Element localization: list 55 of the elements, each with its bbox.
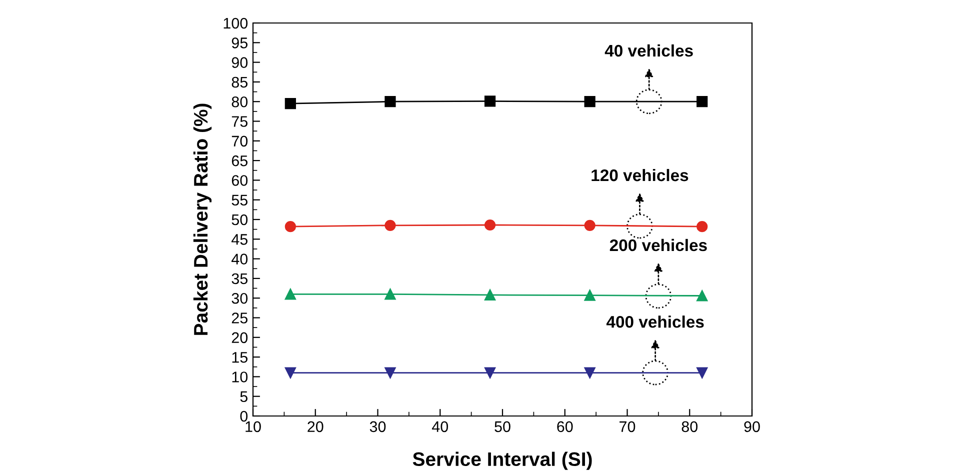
point (384, 288, 396, 300)
x-tick-label: 30 (370, 421, 386, 432)
point (484, 367, 496, 378)
x-axis-title: Service Interval (SI) (412, 452, 592, 470)
y-tick-label: 45 (232, 234, 248, 245)
y-tick-label: 85 (232, 76, 248, 88)
point (584, 290, 596, 301)
x-tick-label: 20 (308, 421, 324, 432)
x-tick-label: 80 (682, 421, 698, 432)
y-tick-label: 90 (232, 57, 248, 68)
x-tick-label: 70 (620, 421, 636, 432)
x-tick-label: 90 (744, 421, 760, 432)
y-tick-label: 50 (232, 214, 248, 226)
point (584, 220, 596, 231)
point (284, 367, 296, 378)
y-tick-label: 10 (232, 372, 248, 382)
annotation: 120 vehicles (592, 168, 688, 182)
point (384, 367, 396, 378)
point (584, 96, 596, 108)
y-tick-label: 60 (232, 175, 248, 186)
point (384, 220, 396, 231)
y-tick-label: 55 (232, 194, 248, 206)
point (284, 221, 296, 232)
y-tick-label: 5 (240, 391, 248, 402)
y-tick-label: 30 (232, 292, 248, 304)
y-tick-label: 100 (224, 18, 248, 29)
point (696, 221, 708, 232)
y-tick-label: 15 (232, 352, 248, 363)
point (696, 290, 708, 302)
point (284, 98, 296, 110)
y-tick-label: 35 (232, 273, 248, 284)
y-tick-label: 95 (232, 38, 248, 48)
point (584, 367, 596, 378)
y-tick-label: 20 (232, 332, 248, 344)
y-tick-label: 40 (232, 254, 248, 264)
annotation: 200 vehicles (610, 238, 707, 252)
y-tick-label: 25 (232, 312, 248, 324)
point (384, 96, 396, 108)
point (484, 219, 496, 231)
point (284, 288, 296, 300)
point (484, 96, 496, 107)
point (484, 289, 496, 301)
y-axis-title: Packet Delivery Ratio (%) (193, 104, 212, 335)
y-tick-label: 80 (232, 96, 248, 108)
y-tick-label: 75 (232, 116, 248, 127)
annotation: 40 vehicles (604, 44, 693, 57)
x-tick-label: 60 (557, 421, 573, 432)
point (696, 96, 708, 108)
y-tick-label: 65 (232, 155, 248, 166)
y-tick-label: 70 (232, 136, 248, 147)
y-tick-label: 0 (240, 410, 248, 422)
annotation: 400 vehicles (606, 316, 704, 328)
point (696, 367, 708, 378)
x-tick-label: 50 (494, 421, 510, 432)
x-tick-label: 40 (432, 421, 448, 432)
